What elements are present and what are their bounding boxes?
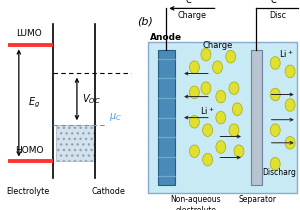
Circle shape — [229, 124, 239, 136]
Circle shape — [201, 82, 211, 94]
Text: Li$^+$: Li$^+$ — [279, 49, 293, 60]
Circle shape — [190, 86, 199, 99]
Circle shape — [270, 158, 280, 170]
Text: Li$^+$: Li$^+$ — [200, 105, 215, 117]
Text: Anode: Anode — [150, 33, 182, 42]
Text: Cathode: Cathode — [92, 187, 125, 196]
Circle shape — [203, 124, 212, 136]
Circle shape — [285, 65, 295, 78]
Circle shape — [232, 103, 242, 116]
Circle shape — [213, 61, 223, 74]
Circle shape — [270, 88, 280, 101]
Text: e$^-$: e$^-$ — [185, 0, 199, 6]
Bar — [158, 50, 175, 185]
Circle shape — [190, 116, 199, 128]
Circle shape — [203, 153, 212, 166]
Circle shape — [270, 124, 280, 136]
Bar — [56, 125, 95, 161]
Circle shape — [216, 111, 226, 124]
Circle shape — [201, 48, 211, 61]
Circle shape — [285, 99, 295, 111]
Text: $\mu_C$: $\mu_C$ — [109, 111, 122, 123]
Circle shape — [234, 145, 244, 158]
Text: Separator: Separator — [238, 195, 276, 204]
Text: Discharg: Discharg — [262, 168, 296, 177]
Text: $V_{OC}$: $V_{OC}$ — [82, 92, 101, 106]
Text: Disc: Disc — [269, 10, 286, 20]
Text: Non-aqueous
electrolyte: Non-aqueous electrolyte — [171, 195, 221, 210]
Circle shape — [216, 141, 226, 153]
Text: Charge: Charge — [177, 10, 206, 20]
Text: Charge: Charge — [202, 41, 233, 50]
Circle shape — [229, 82, 239, 94]
Text: LUMO: LUMO — [16, 29, 42, 38]
Text: Electrolyte: Electrolyte — [7, 187, 50, 196]
Circle shape — [190, 145, 199, 158]
Circle shape — [285, 136, 295, 149]
Bar — [250, 50, 262, 185]
Text: e$^-$: e$^-$ — [270, 0, 284, 6]
Circle shape — [190, 61, 199, 74]
Circle shape — [270, 57, 280, 69]
Circle shape — [226, 50, 236, 63]
Text: (b): (b) — [137, 17, 152, 27]
Text: HOMO: HOMO — [15, 146, 44, 155]
Bar — [148, 42, 297, 193]
Text: $E_g$: $E_g$ — [28, 96, 40, 110]
Circle shape — [216, 90, 226, 103]
